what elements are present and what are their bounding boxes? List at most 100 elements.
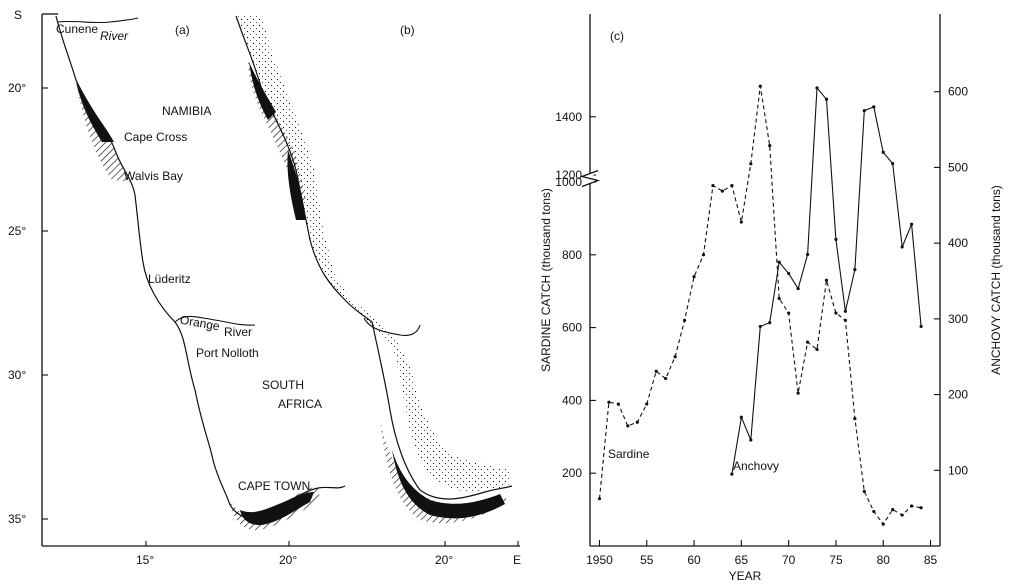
map-a-black-north: [76, 82, 114, 142]
data-point-sardine: [787, 311, 791, 315]
data-point-anchovy: [834, 237, 838, 241]
data-point-sardine: [881, 522, 885, 526]
data-point-sardine: [645, 402, 649, 406]
chart-ytick-right-label: 300: [948, 312, 968, 326]
map-a-place-walvis-bay: Walvis Bay: [124, 169, 183, 183]
series-label-anchovy: Anchovy: [733, 459, 779, 473]
chart-xtick-label: 60: [687, 553, 701, 567]
data-point-sardine: [843, 318, 848, 322]
data-point-sardine: [749, 162, 753, 166]
data-point-anchovy: [843, 309, 848, 313]
map-b-panel-label: (b): [400, 23, 415, 37]
map-a-place-orange: Orange: [179, 313, 221, 334]
chart-ytick-left-label: 200: [562, 466, 582, 480]
data-point-anchovy: [862, 109, 866, 113]
map-a-black-south: [240, 492, 314, 526]
chart-ytick-left-label: 800: [562, 248, 582, 262]
data-point-anchovy: [900, 245, 904, 249]
series-label-sardine: Sardine: [608, 447, 650, 461]
chart-ytick-right-label: 400: [948, 236, 968, 250]
data-point-anchovy: [730, 472, 734, 476]
data-point-anchovy: [872, 105, 876, 109]
data-point-anchovy: [805, 252, 810, 257]
data-point-sardine: [616, 402, 620, 406]
map-a-place-river-2: River: [224, 325, 252, 339]
map-a-place-cape-town: CAPE TOWN: [238, 479, 310, 493]
chart-series-labels: Sardine Anchovy: [608, 447, 779, 473]
data-point-sardine: [777, 296, 781, 301]
chart-ylabel-left: SARDINE CATCH (thousand tons): [539, 188, 553, 372]
data-point-anchovy: [919, 324, 923, 329]
data-point-sardine: [900, 513, 904, 517]
chart-series: [597, 84, 923, 526]
data-point-sardine: [730, 184, 734, 188]
map-a-ylabel-20: 20°: [8, 81, 26, 95]
data-point-sardine: [796, 391, 800, 395]
data-point-sardine: [910, 504, 914, 508]
data-point-sardine: [626, 424, 630, 428]
map-a-place-africa: AFRICA: [278, 397, 322, 411]
data-point-sardine: [597, 497, 602, 501]
chart-ytick-left-label: 1400: [555, 110, 582, 124]
data-point-sardine: [758, 84, 762, 88]
data-point-sardine: [853, 417, 857, 421]
data-point-sardine: [635, 420, 639, 424]
data-point-sardine: [824, 278, 829, 282]
map-a-coastline: [55, 15, 231, 506]
chart-xtick-label: 75: [829, 553, 843, 567]
data-point-sardine: [815, 347, 819, 352]
data-point-anchovy: [749, 438, 753, 442]
map-b-river: [363, 317, 421, 336]
chart-ytick-right-label: 500: [948, 160, 968, 174]
chart-xtick-label: 80: [877, 553, 891, 567]
map-a-place-port-nolloth: Port Nolloth: [196, 346, 259, 360]
map-panel-b: (b) 20° E: [235, 15, 521, 567]
chart-ytick-left-label: 600: [562, 321, 582, 335]
data-point-sardine: [701, 253, 706, 257]
chart-ytick-right-label: 200: [948, 388, 968, 402]
data-point-anchovy: [853, 268, 857, 272]
map-a-place-namibia: NAMIBIA: [162, 104, 211, 118]
map-a-place-south: SOUTH: [262, 378, 304, 392]
map-b-xlabel-20: 20°: [435, 553, 453, 567]
map-b-black-mid: [287, 150, 306, 220]
data-point-sardine: [768, 144, 772, 148]
map-a-xlabel-15: 15°: [136, 553, 154, 567]
map-a-place-river-1: River: [100, 29, 129, 43]
data-point-sardine: [919, 506, 923, 510]
data-point-sardine: [673, 355, 677, 359]
chart-xtick-label: 70: [782, 553, 796, 567]
data-point-anchovy: [739, 415, 743, 419]
data-point-sardine: [720, 189, 725, 193]
data-point-anchovy: [777, 260, 781, 264]
chart-ytick-right-label: 600: [948, 85, 968, 99]
chart-xtick-label: 85: [924, 553, 938, 567]
data-point-anchovy: [881, 150, 885, 154]
catch-chart: (c) YEAR SARDINE CATCH (thousand tons) A…: [539, 14, 1003, 583]
map-a-place-cunene: Cunene: [56, 22, 98, 36]
map-a-xlabel-20: 20°: [279, 553, 297, 567]
map-a-ylabel-25: 25°: [8, 224, 26, 238]
chart-xtick-label: 1950: [586, 553, 613, 567]
data-point-sardine: [664, 376, 668, 381]
data-point-sardine: [805, 340, 810, 344]
map-b-black-south: [392, 450, 505, 519]
map-b-black-north: [249, 62, 276, 120]
data-point-anchovy: [787, 271, 791, 276]
data-point-anchovy: [891, 162, 895, 166]
data-point-anchovy: [758, 324, 762, 329]
map-a-orange-river: [174, 315, 256, 326]
data-point-sardine: [711, 184, 715, 188]
data-point-anchovy: [815, 86, 819, 90]
chart-axis-break: [579, 169, 601, 188]
chart-ytick-left-label: 1200: [555, 168, 582, 182]
chart-xtick-label: 55: [640, 553, 654, 567]
map-panel-a: S 20° 25° 30° 35° 15° 20° (a) Cunene Riv…: [8, 8, 520, 567]
map-a-ylabel-30: 30°: [8, 368, 26, 382]
chart-xtick-label: 65: [735, 553, 749, 567]
chart-xlabel: YEAR: [729, 569, 762, 583]
map-a-place-luderitz: Lüderitz: [148, 272, 191, 286]
data-point-sardine: [834, 311, 838, 315]
